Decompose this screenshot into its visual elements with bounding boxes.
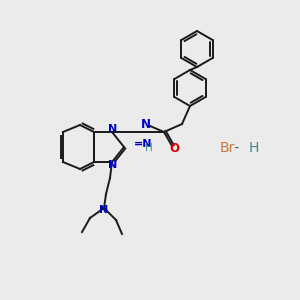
Text: -: -: [230, 141, 244, 155]
Text: N: N: [141, 118, 151, 131]
Text: O: O: [169, 142, 179, 154]
Text: N: N: [108, 124, 118, 134]
Text: H: H: [145, 143, 153, 153]
Text: N: N: [108, 160, 118, 170]
Text: N: N: [99, 205, 109, 215]
Text: =N: =N: [134, 139, 152, 149]
Text: Br: Br: [220, 141, 235, 155]
Text: H: H: [249, 141, 260, 155]
